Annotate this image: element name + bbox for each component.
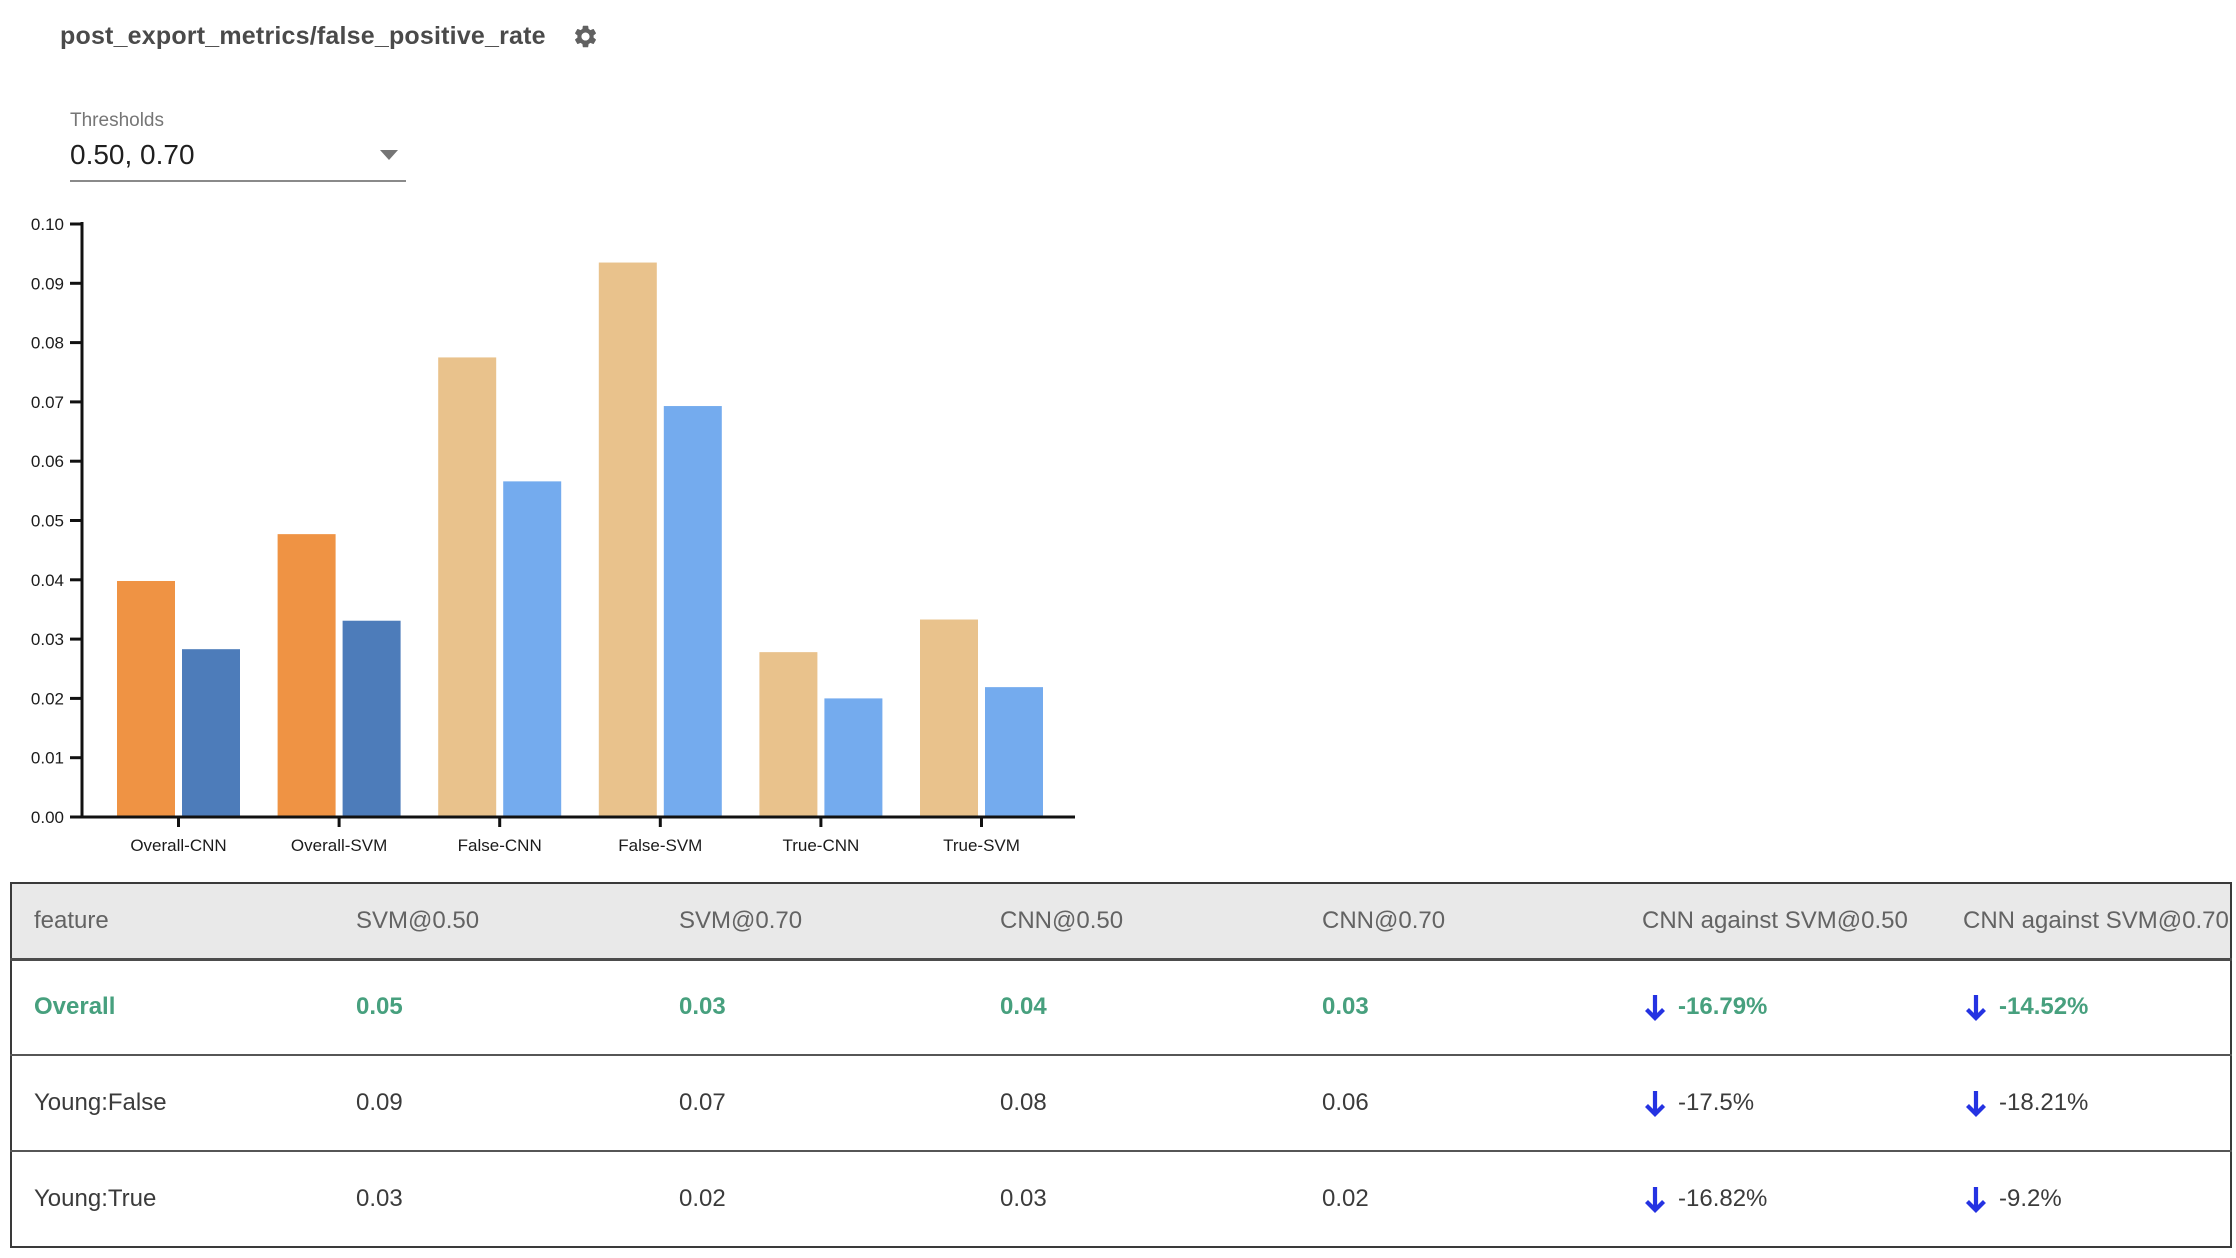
thresholds-label: Thresholds [70, 110, 164, 131]
feature-cell: Young:False [34, 1089, 167, 1116]
x-axis-label: Overall-CNN [130, 836, 226, 855]
thresholds-value: 0.50, 0.70 [70, 139, 195, 170]
delta-cell: -9.2% [1941, 1151, 2231, 1247]
bar[interactable] [759, 652, 818, 817]
metric-value-cell: 0.05 [356, 993, 403, 1021]
bar[interactable] [824, 698, 883, 817]
metric-value-cell: 0.07 [679, 1089, 726, 1116]
y-axis-label: 0.03 [31, 630, 64, 649]
y-axis-label: 0.10 [31, 215, 64, 234]
delta-cell: -16.82% [1620, 1151, 1941, 1247]
false-positive-rate-bar-chart: Overall-CNN Overall-SVM False-CNN False-SVM… [31, 215, 1075, 855]
x-axis-label: Overall-SVM [291, 836, 387, 855]
bar[interactable] [920, 619, 978, 817]
col-header-cnn-050: CNN@0.50 [978, 883, 1300, 961]
bar[interactable] [117, 580, 175, 817]
metric-value-cell: 0.03 [1000, 1185, 1047, 1212]
col-header-svm-050: SVM@0.50 [334, 883, 657, 961]
gear-icon [574, 25, 596, 48]
col-header-cnn-vs-svm-050: CNN against SVM@0.50 [1620, 883, 1941, 961]
delta-cell: -17.5% [1620, 1055, 1941, 1151]
feature-cell: Young:True [34, 1185, 157, 1212]
y-axis-label: 0.08 [31, 334, 64, 353]
col-header-feature: feature [11, 883, 334, 961]
delta-percent: -14.52% [1999, 993, 2089, 1021]
delta-cell: -14.52% [1941, 959, 2231, 1055]
down-arrow-icon [1966, 994, 1986, 1021]
table-row[interactable]: Overall 0.05 0.03 0.04 0.03 -16.79% -14.52% [11, 959, 2231, 1055]
metric-value-cell: 0.08 [1000, 1089, 1047, 1116]
bar[interactable] [985, 687, 1043, 817]
metrics-table: feature SVM@0.50 SVM@0.70 CNN@0.50 CNN@0… [10, 882, 2232, 1248]
metric-value-cell: 0.03 [1322, 993, 1369, 1021]
table-header-row: feature SVM@0.50 SVM@0.70 CNN@0.50 CNN@0… [11, 883, 2231, 961]
widget-header: post_export_metrics/false_positive_rate [60, 22, 599, 51]
gear-icon[interactable] [572, 23, 599, 50]
table-row[interactable]: Young:False 0.09 0.07 0.08 0.06 -17.5% -18.21% [11, 1055, 2231, 1151]
y-axis-label: 0.01 [31, 749, 64, 768]
metric-value-cell: 0.02 [679, 1185, 726, 1212]
metric-value-cell: 0.06 [1322, 1089, 1369, 1116]
y-axis-label: 0.00 [31, 808, 64, 827]
x-axis-label: False-CNN [458, 836, 542, 855]
delta-percent: -16.79% [1678, 993, 1768, 1021]
thresholds-select[interactable]: Thresholds 0.50, 0.70 [70, 110, 406, 182]
y-axis-label: 0.07 [31, 393, 64, 412]
col-header-svm-070: SVM@0.70 [657, 883, 978, 961]
down-arrow-icon [1645, 1090, 1665, 1117]
bar[interactable] [438, 357, 497, 817]
y-axis-label: 0.04 [31, 571, 64, 590]
metric-value-cell: 0.09 [356, 1089, 403, 1116]
down-arrow-icon [1645, 1186, 1665, 1213]
down-arrow-icon [1645, 994, 1665, 1021]
col-header-cnn-vs-svm-070: CNN against SVM@0.70 [1941, 883, 2231, 961]
down-arrow-icon [1966, 1090, 1986, 1117]
feature-cell: Overall [34, 993, 116, 1021]
x-axis-label: False-SVM [618, 836, 702, 855]
y-axis-label: 0.09 [31, 274, 64, 293]
bar[interactable] [342, 620, 401, 817]
metric-title: post_export_metrics/false_positive_rate [60, 22, 546, 50]
delta-percent: -16.82% [1678, 1185, 1768, 1212]
y-axis-label: 0.02 [31, 689, 64, 708]
metric-value-cell: 0.02 [1322, 1185, 1369, 1212]
metric-value-cell: 0.03 [356, 1185, 403, 1212]
table-row[interactable]: Young:True 0.03 0.02 0.03 0.02 -16.82% -9.2% [11, 1151, 2231, 1247]
delta-percent: -18.21% [1999, 1089, 2089, 1116]
y-axis-label: 0.06 [31, 452, 64, 471]
delta-percent: -17.5% [1678, 1089, 1755, 1116]
bar[interactable] [277, 534, 336, 817]
down-arrow-icon [1966, 1186, 1986, 1213]
bar[interactable] [598, 262, 657, 817]
y-axis-label: 0.05 [31, 512, 64, 531]
metric-value-cell: 0.03 [679, 993, 726, 1021]
chevron-down-icon[interactable] [380, 150, 398, 160]
bar[interactable] [503, 481, 562, 817]
col-header-cnn-070: CNN@0.70 [1300, 883, 1620, 961]
bar[interactable] [663, 406, 722, 817]
metric-value-cell: 0.04 [1000, 993, 1047, 1021]
x-axis-label: True-CNN [782, 836, 859, 855]
delta-percent: -9.2% [1999, 1185, 2062, 1212]
delta-cell: -18.21% [1941, 1055, 2231, 1151]
delta-cell: -16.79% [1620, 959, 1941, 1055]
x-axis-label: True-SVM [943, 836, 1020, 855]
bar[interactable] [182, 649, 240, 817]
